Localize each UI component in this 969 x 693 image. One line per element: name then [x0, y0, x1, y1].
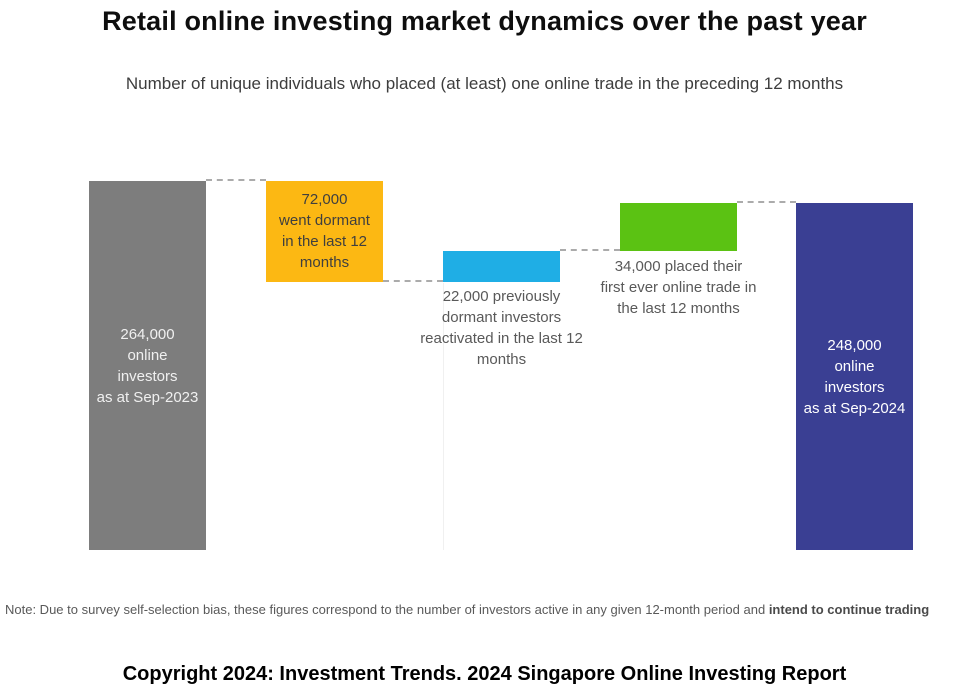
- page-title: Retail online investing market dynamics …: [102, 6, 867, 36]
- faint-gridline: [443, 283, 444, 550]
- copyright-line: Copyright 2024: Investment Trends. 2024 …: [122, 663, 847, 685]
- bar-reactivated: [443, 250, 560, 282]
- footnote-bold-text: intend to continue trading: [768, 602, 930, 617]
- chart-subtitle: Number of unique individuals who placed …: [125, 74, 844, 93]
- bar-label-first-trade: 34,000 placed their first ever online tr…: [600, 258, 757, 317]
- footnote: Note: Due to survey self-selection bias,…: [5, 602, 965, 617]
- footnote-text: Note: Due to survey self-selection bias,…: [5, 602, 769, 617]
- bar-label-investors-sep-2024: 248,000 online investors as at Sep-2024: [803, 336, 906, 417]
- connector-went-dormant-to-reactivated: [383, 279, 443, 282]
- bar-label-reactivated: 22,000 previously dormant investors reac…: [420, 288, 583, 368]
- bar-first-trade: [620, 203, 737, 251]
- bar-went-dormant: [266, 181, 383, 282]
- bar-label-investors-sep-2023: 264,000 online investors as at Sep-2023: [96, 325, 199, 406]
- bar-label-went-dormant: 72,000 went dormant in the last 12 month…: [279, 191, 370, 271]
- connector-reactivated-to-first-trade: [560, 248, 620, 251]
- connector-first-trade-to-investors-sep-2024: [737, 201, 796, 204]
- connector-investors-sep-2023-to-went-dormant: [206, 179, 266, 181]
- bar-investors-sep-2023: [89, 181, 206, 550]
- bar-investors-sep-2024: [796, 203, 913, 550]
